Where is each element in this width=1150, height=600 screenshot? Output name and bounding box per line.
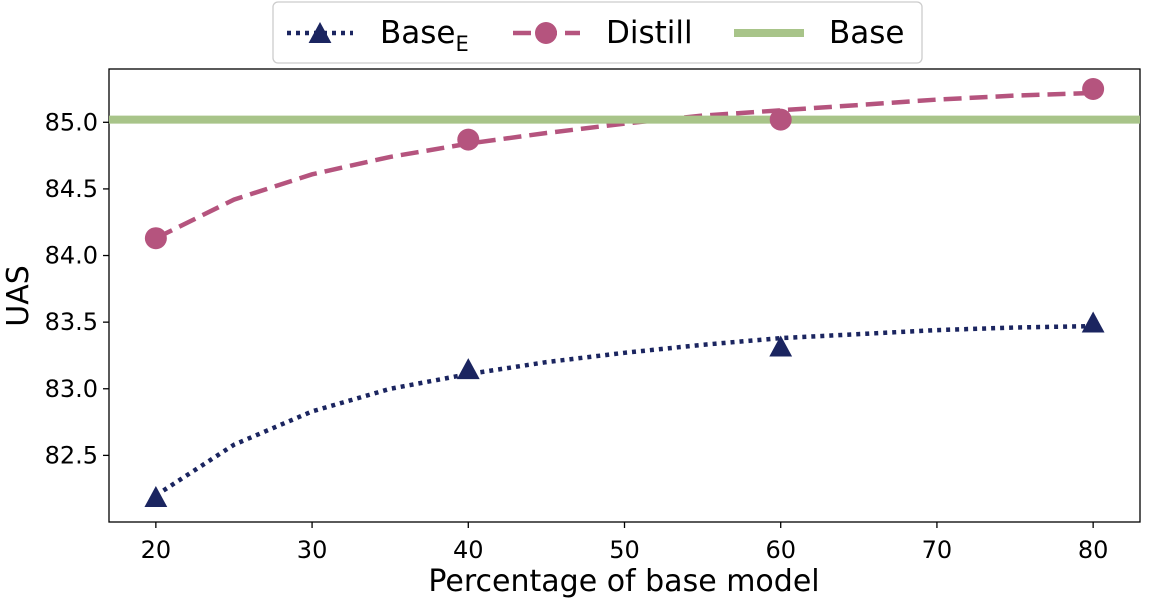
legend-label-base-e-subscript: E <box>456 32 469 56</box>
series-markers <box>144 77 1105 508</box>
legend-swatch-triangle <box>308 22 332 43</box>
data-point-triangle <box>769 335 793 357</box>
legend-label-distill: Distill <box>606 15 693 51</box>
y-tick-label: 84.5 <box>45 175 98 203</box>
data-point-triangle <box>144 486 168 508</box>
legend-swatch-circle <box>535 22 557 44</box>
x-axis: 20 30 40 50 60 70 80 <box>141 522 1109 564</box>
x-axis-label: Percentage of base model <box>428 564 819 599</box>
plot-area <box>108 68 1141 523</box>
y-tick-label: 85.0 <box>45 108 98 136</box>
data-point-circle <box>769 108 792 131</box>
legend-entry-base-e: BaseE <box>287 15 469 56</box>
data-point-triangle <box>1081 311 1105 333</box>
series-lines <box>109 90 1140 498</box>
legend-entry-base: Base <box>734 15 905 51</box>
legend-entry-distill: Distill <box>513 15 693 51</box>
y-tick-label: 83.5 <box>45 308 98 336</box>
legend-label-base-e-main: Base <box>380 15 456 51</box>
legend-frame <box>272 1 923 64</box>
x-tick-label: 40 <box>453 536 484 564</box>
x-tick-label: 50 <box>609 536 640 564</box>
x-tick-label: 60 <box>765 536 796 564</box>
y-tick-label: 83.0 <box>45 375 98 403</box>
x-tick-label: 80 <box>1078 536 1109 564</box>
x-tick-label: 20 <box>141 536 172 564</box>
data-point-triangle <box>456 358 480 380</box>
data-point-circle <box>144 227 167 250</box>
y-tick-label: 84.0 <box>45 242 98 270</box>
data-point-circle <box>1082 77 1105 100</box>
legend: BaseE Distill Base <box>272 1 923 64</box>
y-axis: 82.5 83.0 83.5 84.0 84.5 85.0 <box>45 108 109 469</box>
legend-label-base-e: BaseE <box>380 15 469 56</box>
legend-label-base: Base <box>829 15 905 51</box>
y-tick-label: 82.5 <box>45 441 98 469</box>
y-axis-label: UAS <box>1 265 36 327</box>
series-line-triangle <box>154 323 1094 498</box>
x-tick-label: 70 <box>922 536 953 564</box>
data-point-circle <box>457 128 480 151</box>
x-tick-label: 30 <box>297 536 328 564</box>
